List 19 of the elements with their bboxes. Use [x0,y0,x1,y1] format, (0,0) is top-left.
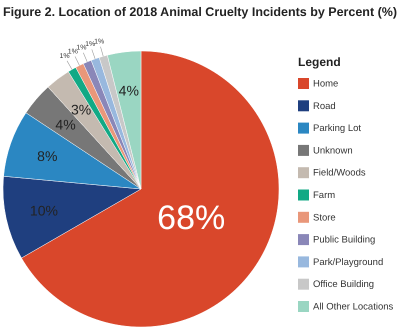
data-label: 8% [37,148,58,164]
data-label: 68% [157,198,226,237]
data-label: 4% [55,116,76,132]
chart-title: Figure 2. Location of 2018 Animal Cruelty Incidents by Percent (%) [2,5,398,19]
legend-label: Road [313,100,336,112]
legend-label: Park/Playground [313,256,384,268]
legend-label: All Other Locations [313,302,394,312]
legend-title: Legend [298,55,341,69]
legend-label: Farm [313,190,336,201]
legend-label: Office Building [313,279,374,290]
data-label: 4% [118,82,139,98]
legend-label: Parking Lot [313,123,362,134]
legend-label: Home [313,78,338,90]
data-label: 10% [30,202,58,218]
legend-label: Unknown [313,145,353,156]
legend-label: Public Building [313,234,376,246]
data-label: 3% [71,102,92,118]
legend-label: Field/Woods [313,168,366,179]
legend-label: Store [313,212,336,224]
